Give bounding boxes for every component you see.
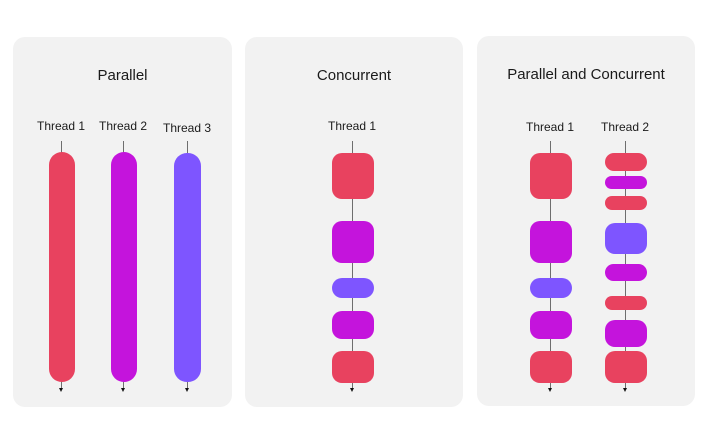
task-block-red: [331, 351, 374, 383]
task-block-red: [529, 351, 572, 383]
task-block-red: [604, 296, 647, 310]
arrow-down-icon: [121, 388, 125, 392]
task-block-violet: [529, 278, 572, 298]
task-block-violet: [604, 223, 647, 254]
arrow-down-icon: [350, 388, 354, 392]
task-block-red: [529, 153, 572, 199]
arrow-down-icon: [185, 388, 189, 392]
panel-parallel: Parallel Thread 1 Thread 2 Thread 3: [13, 37, 232, 407]
panel-parallel-and-concurrent: Parallel and Concurrent Thread 1 Thread 2: [477, 36, 695, 406]
task-block-purple: [529, 311, 572, 339]
task-block-purple: [604, 264, 647, 281]
thread-label: Thread 3: [162, 121, 212, 135]
task-block-violet: [174, 153, 201, 382]
task-block-red: [604, 153, 647, 171]
thread-label: Thread 2: [98, 119, 148, 133]
task-block-purple: [604, 176, 647, 189]
task-block-purple: [529, 221, 572, 263]
arrow-down-icon: [59, 388, 63, 392]
panel-title: Parallel and Concurrent: [507, 66, 665, 83]
thread-label: Thread 1: [327, 119, 377, 133]
panel-concurrent: Concurrent Thread 1: [245, 37, 463, 407]
task-block-purple: [331, 221, 374, 263]
arrow-down-icon: [548, 388, 552, 392]
thread-label: Thread 1: [36, 119, 86, 133]
panel-title: Concurrent: [316, 67, 392, 84]
task-block-red: [48, 152, 75, 382]
task-block-purple: [110, 152, 137, 382]
task-block-red: [604, 196, 647, 210]
task-block-purple: [331, 311, 374, 339]
arrow-down-icon: [623, 388, 627, 392]
panel-title: Parallel: [97, 67, 148, 84]
timeline: [550, 141, 551, 388]
thread-label: Thread 2: [600, 120, 650, 134]
task-block-red: [604, 351, 647, 383]
timeline: [352, 141, 353, 388]
thread-label: Thread 1: [525, 120, 575, 134]
task-block-red: [331, 153, 374, 199]
task-block-violet: [331, 278, 374, 298]
task-block-purple: [604, 320, 647, 347]
